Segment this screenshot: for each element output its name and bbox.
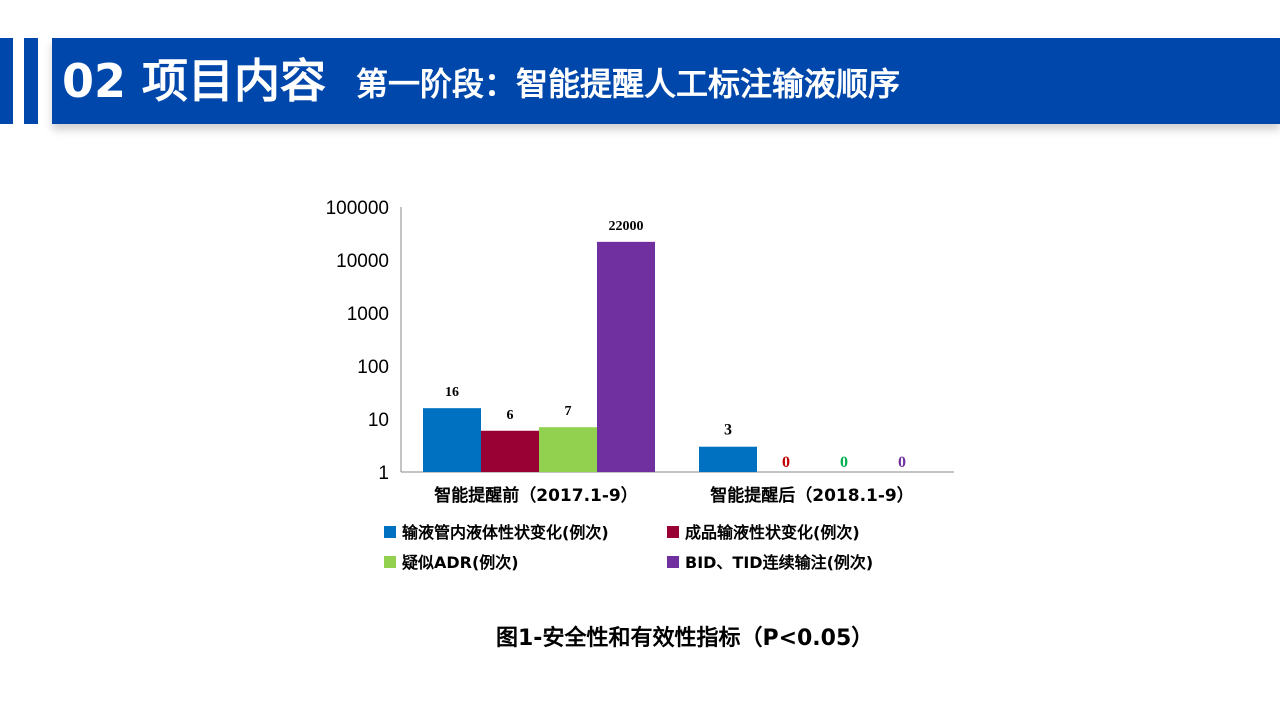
section-title: 02 项目内容: [62, 54, 327, 108]
y-tick-label: 10: [368, 410, 389, 431]
header-stripe-middle: [24, 38, 38, 124]
data-label: 7: [565, 404, 572, 419]
header-stripe-left: [0, 38, 13, 124]
legend-swatch: [667, 526, 679, 538]
data-label: 0: [898, 454, 906, 471]
section-subtitle: 第一阶段：智能提醒人工标注输液顺序: [356, 65, 901, 103]
bar: [539, 427, 597, 472]
legend-swatch: [384, 526, 396, 538]
data-label: 16: [445, 385, 459, 400]
x-category-label: 智能提醒前（2017.1-9）: [434, 485, 638, 506]
data-label: 22000: [609, 219, 644, 234]
legend-label: 疑似ADR(例次): [402, 553, 519, 572]
bar: [423, 408, 481, 472]
y-tick-label: 100: [357, 357, 389, 378]
bar: [699, 446, 757, 472]
header-banner: [52, 38, 1280, 124]
y-tick-label: 10000: [336, 251, 389, 272]
data-label: 3: [724, 422, 732, 439]
data-label: 0: [840, 454, 848, 471]
legend-swatch: [667, 556, 679, 568]
bar: [597, 241, 655, 472]
legend-swatch: [384, 556, 396, 568]
legend-label: BID、TID连续输注(例次): [685, 553, 873, 572]
y-tick-label: 1: [378, 463, 389, 484]
x-category-label: 智能提醒后（2018.1-9）: [710, 485, 914, 506]
data-label: 0: [782, 454, 790, 471]
bar: [481, 430, 539, 472]
data-label: 6: [507, 408, 514, 423]
legend-label: 成品输液性状变化(例次): [685, 523, 860, 542]
figure-caption: 图1-安全性和有效性指标（P<0.05）: [496, 626, 874, 651]
y-tick-label: 1000: [347, 304, 389, 325]
legend-label: 输液管内液体性状变化(例次): [402, 523, 609, 542]
y-tick-label: 100000: [326, 198, 389, 219]
